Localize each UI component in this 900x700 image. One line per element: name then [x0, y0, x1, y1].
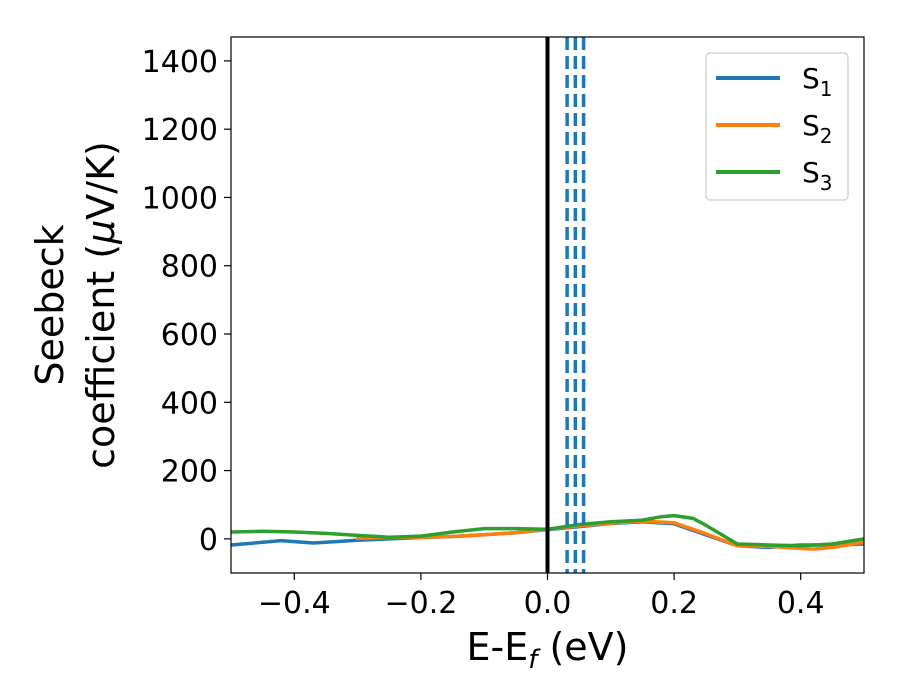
series-layer [231, 513, 864, 551]
y-axis-label-seebeck: Seebeck [28, 224, 72, 385]
x-axis-label: E-Ef (eV) [467, 625, 629, 675]
legend-label-s2: S2 [802, 109, 833, 148]
y-tick-label: 800 [161, 250, 218, 285]
x-tick-label: 0.2 [650, 586, 698, 621]
y-tick-label: 400 [161, 386, 218, 421]
y-axis-label-line1: Seebeck [28, 224, 72, 385]
y-axis-label-mu: μ [79, 220, 123, 245]
ticks-layer: −0.4 −0.2 0.0 0.2 0.4 0 200 400 600 800 1000 1200 14… [142, 45, 825, 621]
x-tick-label: 0.4 [777, 586, 825, 621]
y-tick-label: 1400 [142, 45, 218, 80]
vertical-lines-layer [545, 37, 586, 573]
x-axis-label-main: E-E [467, 625, 529, 669]
y-axis-label-unit: V/K) [79, 141, 123, 220]
y-tick-label: 200 [161, 455, 218, 490]
y-tick-label: 1200 [142, 113, 218, 148]
y-axis-label-coefficient: coefficient ( [79, 244, 123, 469]
legend-label-s1: S1 [802, 62, 833, 101]
y-tick-label: 0 [199, 523, 218, 558]
y-tick-label: 1000 [142, 181, 218, 216]
x-tick-label: −0.2 [384, 586, 457, 621]
x-tick-label: −0.4 [258, 586, 331, 621]
series-line-s3 [231, 513, 864, 548]
y-tick-label: 600 [161, 318, 218, 353]
legend: S1 S2 S3 [705, 52, 849, 201]
legend-label-s3: S3 [802, 156, 833, 195]
x-axis-label-unit: (eV) [537, 625, 628, 669]
x-tick-label: 0.0 [524, 586, 572, 621]
y-axis-label-line2: coefficient (μV/K) [79, 141, 123, 469]
